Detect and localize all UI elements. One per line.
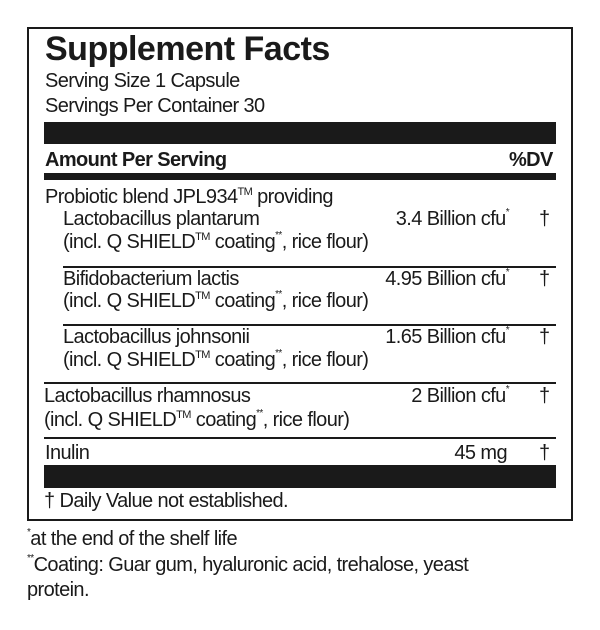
ingredient-name: Lactobacillus johnsonii [63,326,250,348]
ingredient-name: Inulin [45,442,90,464]
row-divider [63,266,556,268]
ingredient-detail: (incl. Q SHIELDTM coating**, rice flour) [63,289,369,313]
footnote-coating-cont: protein. [27,579,90,601]
divider-medium [44,173,556,180]
dv-value: † [539,208,551,230]
ingredient-name: Lactobacillus rhamnosus [44,385,251,407]
dv-value: † [539,268,551,290]
tm-mark: TM [237,186,253,198]
footnote-coating: **Coating: Guar gum, hyaluronic acid, tr… [27,553,469,577]
blend-suffix: providing [252,186,333,208]
row-divider [44,382,556,384]
footnote-shelf-life: *at the end of the shelf life [27,527,238,551]
ingredient-amount: 4.95 Billion cfu* [385,267,509,291]
row-divider [63,324,556,326]
blend-label: Probiotic blend JPL934 [45,186,238,208]
divider-thick-bottom [44,465,556,488]
ingredient-name: Lactobacillus plantarum [63,208,260,230]
ingredient-name: Bifidobacterium lactis [63,268,239,290]
supplement-facts-panel [27,27,573,521]
servings-per-container: Servings Per Container 30 [45,95,265,117]
blend-name: Probiotic blend JPL934TM providing [45,186,334,208]
ingredient-detail: (incl. Q SHIELDTM coating**, rice flour) [44,408,350,432]
serving-size: Serving Size 1 Capsule [45,70,240,92]
dv-value: † [539,326,551,348]
ingredient-amount: 3.4 Billion cfu* [395,207,510,231]
ingredient-detail: (incl. Q SHIELDTM coating**, rice flour) [63,230,369,254]
panel-title: Supplement Facts [45,30,330,68]
ingredient-amount: 2 Billion cfu* [411,384,509,408]
dv-value: † [539,385,551,407]
dv-value: † [539,442,551,464]
divider-thick [44,122,556,144]
dv-note: † Daily Value not established. [44,490,289,512]
ingredient-detail: (incl. Q SHIELDTM coating**, rice flour) [63,348,369,372]
amount-per-serving-header: Amount Per Serving [45,149,227,171]
row-divider [44,437,556,439]
ingredient-amount: 1.65 Billion cfu* [385,325,509,349]
ingredient-amount: 45 mg [454,442,507,464]
dv-header: %DV [509,149,553,171]
